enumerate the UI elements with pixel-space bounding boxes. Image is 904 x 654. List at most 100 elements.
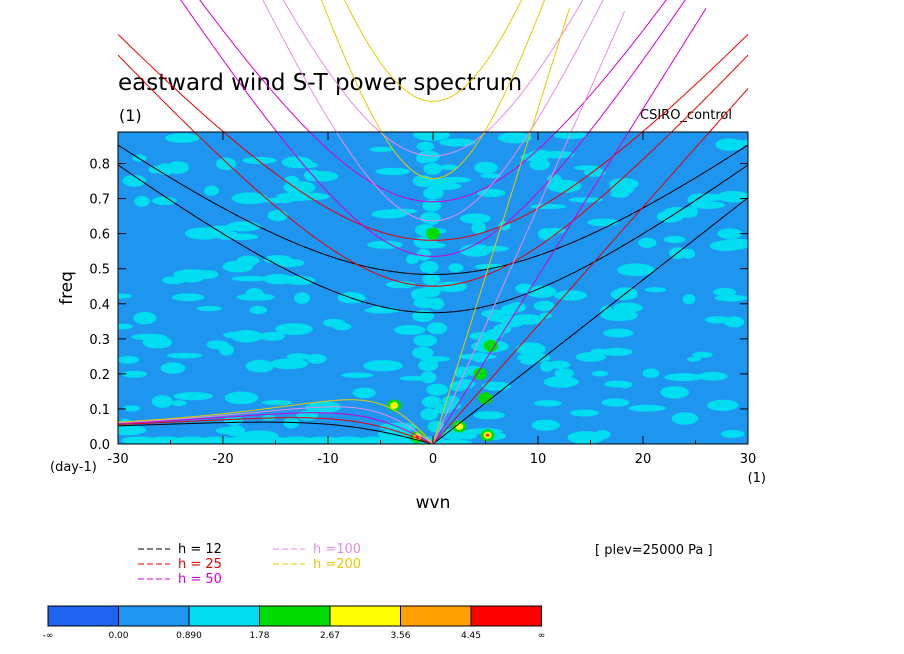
contour-patch bbox=[366, 240, 403, 249]
contour-patch bbox=[688, 193, 726, 202]
contour-patch bbox=[156, 163, 175, 176]
chart-subtitle-right: CSIRO_control bbox=[640, 108, 732, 123]
kelvin-curve bbox=[432, 197, 749, 445]
contour-patch bbox=[707, 399, 738, 412]
contour-patch bbox=[422, 273, 441, 286]
x-tick-label: 20 bbox=[635, 452, 652, 467]
contour-patch bbox=[121, 370, 148, 378]
kelvin-curve bbox=[432, 8, 570, 445]
y-axis-label: freq bbox=[57, 271, 77, 305]
contour-patch bbox=[411, 346, 434, 359]
contour-patch bbox=[417, 359, 439, 372]
equatorial-rossby-curve bbox=[117, 412, 434, 445]
contour-patch bbox=[231, 275, 270, 282]
contour-patch bbox=[269, 358, 309, 370]
contour-patch bbox=[261, 400, 293, 406]
contour-patch bbox=[421, 395, 442, 408]
contour-patch bbox=[720, 429, 745, 438]
contour-patch bbox=[420, 371, 437, 384]
contour-patch bbox=[341, 372, 374, 378]
contour-patch bbox=[539, 360, 554, 372]
contour-patch bbox=[267, 209, 288, 222]
contour-patch bbox=[515, 342, 546, 356]
equatorial-rossby-curve bbox=[117, 421, 434, 445]
spectrum-peak bbox=[483, 339, 498, 352]
inertia-gravity-curve bbox=[117, 164, 749, 314]
contour-patch bbox=[471, 221, 486, 235]
contour-patch bbox=[282, 275, 316, 285]
equatorial-rossby-curve bbox=[117, 406, 434, 445]
contour-patch bbox=[520, 153, 550, 162]
contour-patch bbox=[416, 141, 435, 151]
contour-patch bbox=[628, 404, 667, 412]
contour-patch bbox=[419, 260, 439, 273]
contour-patch bbox=[294, 292, 310, 304]
contour-patch bbox=[638, 237, 657, 248]
contour-patch bbox=[473, 161, 498, 174]
contour-patch bbox=[363, 360, 403, 372]
contour-patch bbox=[171, 400, 187, 407]
contour-patch bbox=[616, 263, 655, 277]
contour-patch bbox=[405, 254, 419, 265]
spectrum-peak bbox=[486, 434, 489, 437]
legend-label: h = 50 bbox=[178, 572, 222, 587]
contour-patch bbox=[197, 270, 219, 279]
spectrum-peak bbox=[426, 227, 440, 240]
contour-patch bbox=[278, 436, 315, 444]
plev-annotation: [ plev=25000 Pa ] bbox=[595, 543, 713, 558]
legend-label: h =200 bbox=[313, 557, 361, 572]
contour-patch bbox=[416, 248, 431, 261]
contour-patch bbox=[118, 425, 147, 436]
contour-patch bbox=[284, 175, 300, 185]
legend-label: h = 12 bbox=[178, 542, 222, 557]
contour-patch bbox=[692, 351, 713, 358]
contour-patch bbox=[423, 162, 442, 175]
y-tick-label: 0.7 bbox=[89, 193, 110, 208]
y-axis-unit: (day-1) bbox=[50, 460, 97, 475]
contour-patch bbox=[304, 170, 339, 182]
contour-patch bbox=[546, 227, 566, 234]
contour-patch bbox=[292, 161, 319, 169]
contour-patch bbox=[645, 287, 667, 293]
colorbar: -∞ 0.00 0.890 1.78 2.67 3.56 4.45 ∞ bbox=[43, 605, 545, 641]
colorbar-label: 1.78 bbox=[249, 631, 269, 641]
contour-patch bbox=[541, 150, 575, 159]
contour-patch bbox=[663, 235, 686, 244]
contour-patch bbox=[529, 203, 567, 210]
contour-patch bbox=[179, 274, 204, 283]
contour-patch bbox=[207, 225, 245, 232]
contour-patch bbox=[218, 344, 235, 356]
contour-patch bbox=[118, 355, 139, 364]
colorbar-swatch bbox=[188, 605, 260, 627]
contour-patch bbox=[573, 165, 601, 171]
contour-patch bbox=[530, 159, 550, 169]
contour-patch bbox=[600, 309, 639, 322]
contour-patch bbox=[123, 405, 141, 412]
inertia-gravity-curve bbox=[320, 0, 546, 180]
y-tick-label: 0.8 bbox=[89, 158, 110, 173]
dispersion-curves bbox=[117, 0, 749, 445]
contour-patch bbox=[439, 138, 476, 147]
contour-patch bbox=[533, 399, 562, 407]
contour-patch bbox=[322, 318, 345, 328]
contour-patch bbox=[601, 398, 630, 407]
contour-patch bbox=[166, 352, 203, 359]
contour-patch bbox=[587, 218, 619, 227]
contour-patch bbox=[173, 436, 210, 444]
contour-patch bbox=[275, 323, 313, 336]
contour-patch bbox=[724, 316, 745, 328]
contour-patch bbox=[230, 330, 263, 343]
contour-patch bbox=[533, 300, 555, 312]
contour-patch bbox=[526, 285, 557, 298]
contour-patch bbox=[474, 263, 506, 270]
y-axis: 0.0 0.1 0.2 0.3 0.4 0.5 0.6 0.7 0.8 bbox=[89, 158, 748, 453]
kelvin-curve bbox=[432, 88, 749, 445]
colorbar-label: 2.67 bbox=[320, 631, 340, 641]
contour-patch bbox=[118, 323, 134, 330]
contour-patch bbox=[420, 408, 439, 421]
x-tick-label: -20 bbox=[212, 452, 233, 467]
contour-patch bbox=[413, 334, 438, 347]
contour-patch bbox=[331, 436, 367, 444]
contour-patch bbox=[717, 228, 743, 239]
